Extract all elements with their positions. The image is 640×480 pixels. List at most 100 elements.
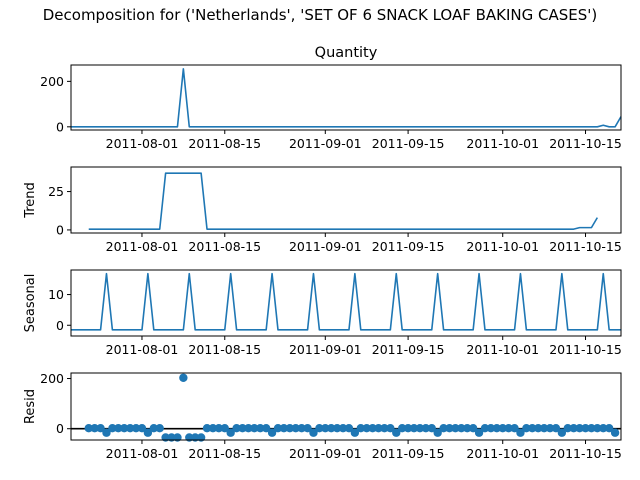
x-tick-label: 2011-10-01 <box>466 239 539 254</box>
resid-point <box>84 424 93 433</box>
y-tick-label: 0 <box>56 421 64 436</box>
panel-observed: Quantity 0 200 2011-08-01 2011-08-15 2011-09-… <box>40 45 622 151</box>
x-tick-label: 2011-10-01 <box>466 136 539 151</box>
series-line-observed <box>71 68 622 128</box>
y-tick-label: 200 <box>40 74 64 89</box>
series-line-trend <box>88 172 599 230</box>
panel-trend: Trend 0 25 2011-08-01 2011-08-15 2011-09-01 20… <box>23 166 622 254</box>
x-tick-label: 2011-09-01 <box>289 446 362 461</box>
y-axis-label: Resid <box>23 389 38 424</box>
x-tick-label: 2011-10-15 <box>549 446 622 461</box>
resid-point <box>610 428 620 437</box>
resid-point <box>256 424 265 433</box>
x-tick-label: 2011-10-15 <box>549 342 622 357</box>
y-axis-label: Seasonal <box>23 274 38 333</box>
resid-point <box>374 424 383 433</box>
resid-point <box>516 428 525 437</box>
resid-point <box>392 428 401 437</box>
resid-point <box>155 424 164 433</box>
resid-point <box>202 424 212 433</box>
resid-point <box>486 424 496 433</box>
resid-point <box>108 424 117 433</box>
x-tick-label: 2011-08-01 <box>106 342 179 357</box>
resid-point <box>563 424 572 433</box>
resid-point <box>498 424 507 433</box>
resid-point <box>427 424 436 433</box>
resid-point <box>332 424 342 433</box>
resid-point <box>208 424 218 433</box>
resid-point <box>403 424 413 433</box>
panel-resid: Resid 0 200 2011-08-01 2011-08-15 2011-09-01 2… <box>23 371 622 461</box>
plot-frame <box>70 269 622 337</box>
y-tick-label: 0 <box>56 318 64 333</box>
figure-title: Decomposition for ('Netherlands', 'SET O… <box>42 6 598 24</box>
y-axis-label: Trend <box>23 182 38 219</box>
x-tick-label: 2011-08-15 <box>188 342 261 357</box>
resid-point <box>321 424 330 433</box>
resid-point <box>238 424 247 433</box>
resid-point <box>179 373 188 382</box>
resid-point <box>474 428 484 437</box>
resid-point <box>593 424 602 433</box>
resid-point <box>232 424 241 433</box>
resid-point <box>380 424 389 433</box>
resid-point <box>604 424 614 433</box>
resid-point <box>557 428 567 437</box>
x-tick-label: 2011-09-01 <box>289 136 362 151</box>
resid-point <box>463 424 472 433</box>
resid-point <box>445 424 454 433</box>
resid-point <box>350 428 360 437</box>
resid-point <box>267 428 277 437</box>
plot-frame <box>70 64 622 131</box>
y-tick-label: 10 <box>48 287 64 302</box>
resid-point <box>409 424 419 433</box>
x-tick-label: 2011-09-15 <box>372 136 445 151</box>
x-tick-label: 2011-08-01 <box>106 136 179 151</box>
x-tick-label: 2011-09-01 <box>289 342 362 357</box>
resid-point <box>344 424 354 433</box>
resid-point <box>279 424 289 433</box>
x-tick-label: 2011-08-01 <box>106 446 179 461</box>
resid-point <box>587 424 596 433</box>
resid-point <box>214 424 224 433</box>
resid-point <box>261 424 271 433</box>
resid-point <box>120 424 129 433</box>
resid-point <box>90 424 99 433</box>
resid-point <box>457 424 466 433</box>
resid-point <box>244 424 253 433</box>
resid-point <box>273 424 283 433</box>
x-tick-label: 2011-08-01 <box>106 239 179 254</box>
resid-point <box>522 424 531 433</box>
resid-point <box>433 428 442 437</box>
resid-point <box>114 424 123 433</box>
resid-point <box>528 424 537 433</box>
resid-point <box>368 424 377 433</box>
x-tick-label: 2011-08-15 <box>188 239 261 254</box>
resid-point <box>569 424 578 433</box>
resid-point <box>102 428 111 437</box>
y-tick-label: 200 <box>40 371 64 386</box>
x-tick-label: 2011-10-01 <box>466 342 539 357</box>
x-tick-label: 2011-09-15 <box>372 239 445 254</box>
resid-point <box>545 424 555 433</box>
resid-point <box>504 424 513 433</box>
x-tick-label: 2011-09-01 <box>289 239 362 254</box>
resid-point <box>96 424 105 433</box>
resid-point <box>421 424 431 433</box>
x-tick-label: 2011-09-15 <box>372 446 445 461</box>
x-tick-label: 2011-08-15 <box>188 136 261 151</box>
resid-point <box>125 424 135 433</box>
resid-point <box>415 424 425 433</box>
plot-frame <box>70 372 622 441</box>
resid-point <box>581 424 590 433</box>
resid-point <box>220 424 229 433</box>
resid-point <box>315 424 324 433</box>
resid-point <box>534 424 543 433</box>
resid-point <box>149 424 158 433</box>
resid-point <box>468 424 478 433</box>
series-line-seasonal <box>71 272 621 331</box>
resid-point <box>137 424 147 433</box>
resid-point <box>226 428 235 437</box>
